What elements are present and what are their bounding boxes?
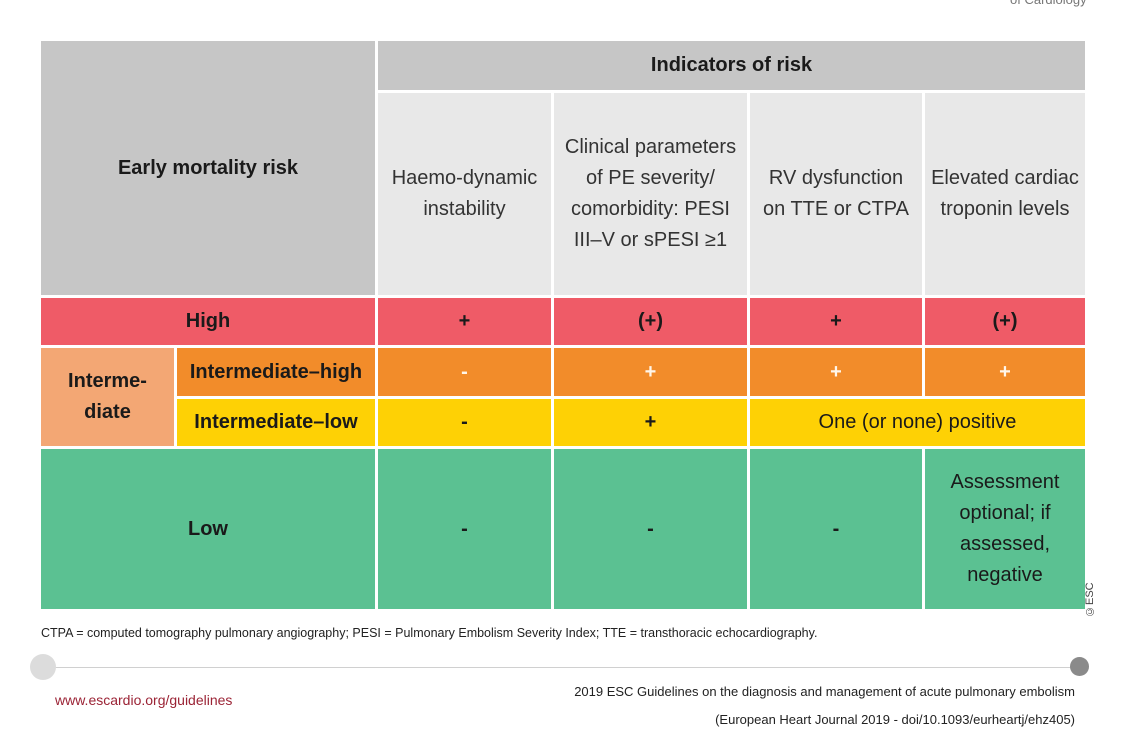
early-mortality-risk-header: Early mortality risk [41,41,375,295]
intermediate-high-haemodynamic-value: - [378,348,551,396]
intermediate-high-rv-value: + [750,348,922,396]
column-header-rv-dysfunction: RV dysfunction on TTE or CTPA [750,93,922,295]
row-group-label-intermediate: Interme-diate [41,348,174,446]
intermediate-low-haemodynamic-value: - [378,399,551,446]
intermediate-high-troponin-value: + [925,348,1085,396]
low-troponin-value: Assessment optional; if assessed, negati… [925,449,1085,609]
low-haemodynamic-value: - [378,449,551,609]
column-header-clinical-parameters: Clinical parameters of PE severity/ como… [554,93,747,295]
row-label-high: High [41,298,375,345]
abbreviations-footnote: CTPA = computed tomography pulmonary ang… [41,626,818,640]
risk-classification-table: Early mortality risk Indicators of risk … [41,41,1085,609]
copyright-mark: ©ESC [1084,582,1096,618]
high-haemodynamic-value: + [378,298,551,345]
row-label-low: Low [41,449,375,609]
society-name-fragment: of Cardiology [1010,0,1120,12]
column-header-haemodynamic-instability: Haemo-dynamic instability [378,93,551,295]
low-rv-value: - [750,449,922,609]
high-rv-value: + [750,298,922,345]
column-header-troponin: Elevated cardiac troponin levels [925,93,1085,295]
guidelines-link[interactable]: www.escardio.org/guidelines [55,692,233,708]
row-label-intermediate-high: Intermediate–high [177,348,375,396]
intermediate-low-clinical-value: + [554,399,747,446]
intermediate-low-combined-value: One (or none) positive [750,399,1085,446]
high-troponin-value: (+) [925,298,1085,345]
low-clinical-value: - [554,449,747,609]
footer-left-dot [30,654,56,680]
intermediate-high-clinical-value: + [554,348,747,396]
citation-reference: (European Heart Journal 2019 - doi/10.10… [715,712,1075,727]
footer-right-dot [1070,657,1089,676]
row-label-intermediate-low: Intermediate–low [177,399,375,446]
indicators-of-risk-header: Indicators of risk [378,41,1085,90]
footer-divider [41,667,1081,668]
citation-title: 2019 ESC Guidelines on the diagnosis and… [574,684,1075,699]
high-clinical-value: (+) [554,298,747,345]
